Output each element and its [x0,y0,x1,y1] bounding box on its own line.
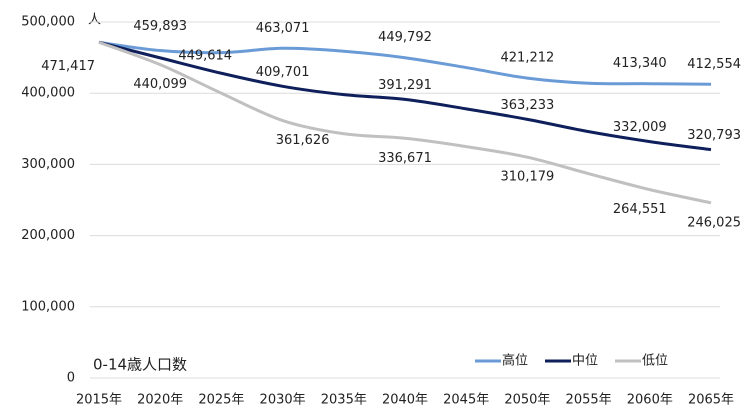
legend-label: 低位 [642,354,668,369]
y-tick-label: 400,000 [21,86,75,101]
data-label: 332,009 [613,120,667,135]
y-tick-label: 300,000 [21,157,75,172]
chart-title: 0-14歳人口数 [93,356,187,374]
x-tick-label: 2050年 [504,393,550,408]
data-label: 459,893 [133,19,187,34]
x-tick-label: 2035年 [321,393,367,408]
x-tick-label: 2065年 [688,393,734,408]
data-label: 409,701 [256,65,310,80]
data-label: 413,340 [613,56,667,71]
y-unit: 人 [88,13,101,28]
x-tick-label: 2030年 [260,393,306,408]
data-label: 320,793 [687,128,741,143]
x-tick-label: 2060年 [627,393,673,408]
x-tick-label: 2055年 [566,393,612,408]
legend-label: 高位 [502,353,528,369]
y-tick-label: 0 [67,371,75,386]
data-label: 246,025 [687,215,741,230]
data-label: 336,671 [378,151,432,166]
data-label: 471,417 [41,59,95,74]
data-label: 440,099 [133,77,187,92]
x-tick-label: 2045年 [443,393,489,408]
data-label: 421,212 [501,51,555,66]
data-label: 361,626 [276,133,330,148]
line-series [98,40,712,86]
data-label: 391,291 [378,78,432,93]
data-label: 310,179 [501,170,555,185]
y-tick-label: 100,000 [21,299,75,314]
legend-label: 中位 [572,354,598,369]
x-tick-label: 2040年 [382,393,428,408]
data-label: 449,792 [378,30,432,45]
data-label: 363,233 [501,98,555,113]
data-label: 412,554 [687,57,741,72]
y-tick-label: 500,000 [21,15,75,30]
line-series [98,40,712,152]
data-label: 463,071 [256,21,310,36]
x-tick-label: 2025年 [198,393,244,408]
data-label: 264,551 [613,202,667,217]
x-tick-label: 2015年 [76,393,122,408]
x-tick-label: 2020年 [137,393,183,408]
y-tick-label: 200,000 [21,228,75,243]
line-series [98,40,712,205]
data-label: 449,614 [178,48,232,63]
